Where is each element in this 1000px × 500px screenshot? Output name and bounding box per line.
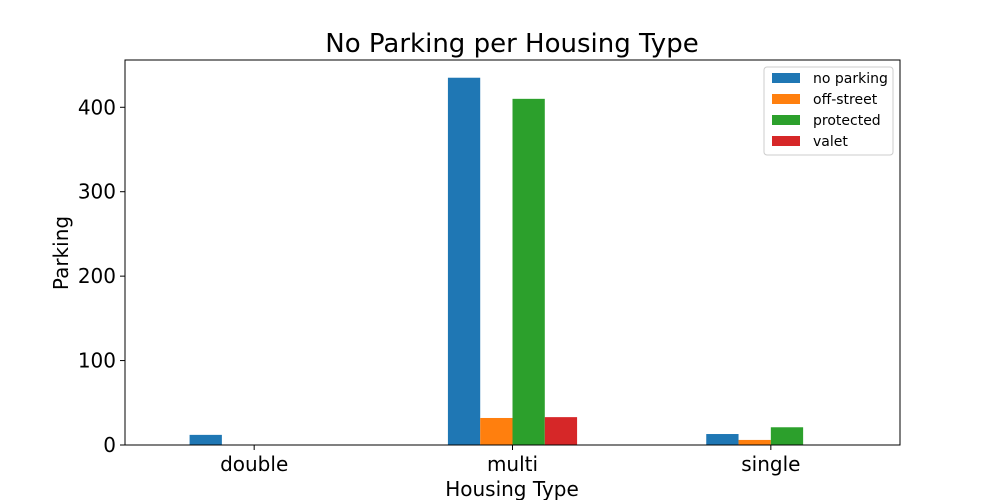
bar-no-parking-single [706, 434, 739, 445]
legend-label-protected: protected [813, 113, 881, 129]
plot-area: 0 100 200 300 400 double multi single [78, 59, 901, 476]
chart-title: No Parking per Housing Type [325, 29, 698, 59]
bar-protected-multi [512, 98, 545, 446]
legend-box [763, 66, 894, 156]
legend-label-no-parking: no parking [813, 71, 888, 87]
bar-no-parking-multi [447, 77, 481, 446]
y-tick-label: 200 [78, 264, 116, 288]
y-tick-label: 100 [78, 349, 116, 373]
legend: no parking off-street protected valet [763, 66, 894, 156]
y-tick-label: 0 [103, 433, 116, 457]
bar-valet-multi [544, 417, 578, 445]
legend-swatch-valet [772, 136, 800, 146]
x-tick-label: multi [487, 452, 538, 476]
legend-label-valet: valet [813, 134, 848, 150]
y-tick-label: 400 [78, 95, 116, 119]
bar-off-street-single [738, 439, 771, 445]
x-tick-label: single [741, 452, 800, 476]
x-tick-label: double [220, 452, 288, 476]
bar-off-street-multi [480, 417, 513, 445]
legend-swatch-protected [772, 115, 800, 125]
legend-swatch-off-street [772, 94, 800, 104]
y-tick-label: 300 [78, 180, 116, 204]
x-axis-label: Housing Type [445, 477, 579, 500]
y-axis-label: Parking [49, 216, 73, 290]
bar-no-parking-double [189, 434, 222, 445]
legend-label-off-street: off-street [813, 92, 878, 108]
bar-protected-single [770, 427, 804, 445]
legend-swatch-no-parking [772, 73, 800, 83]
